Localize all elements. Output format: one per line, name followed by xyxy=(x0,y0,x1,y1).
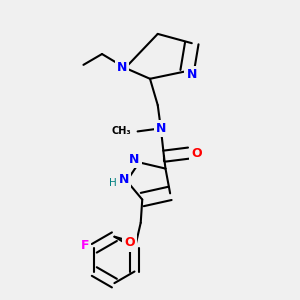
Text: O: O xyxy=(124,236,135,249)
Text: N: N xyxy=(129,153,140,166)
Text: H: H xyxy=(109,178,117,188)
Text: O: O xyxy=(191,147,202,160)
Text: F: F xyxy=(81,239,89,252)
Text: CH₃: CH₃ xyxy=(112,126,131,136)
Text: N: N xyxy=(118,173,129,186)
Text: N: N xyxy=(187,68,197,81)
Text: N: N xyxy=(117,61,127,74)
Text: N: N xyxy=(156,122,166,135)
